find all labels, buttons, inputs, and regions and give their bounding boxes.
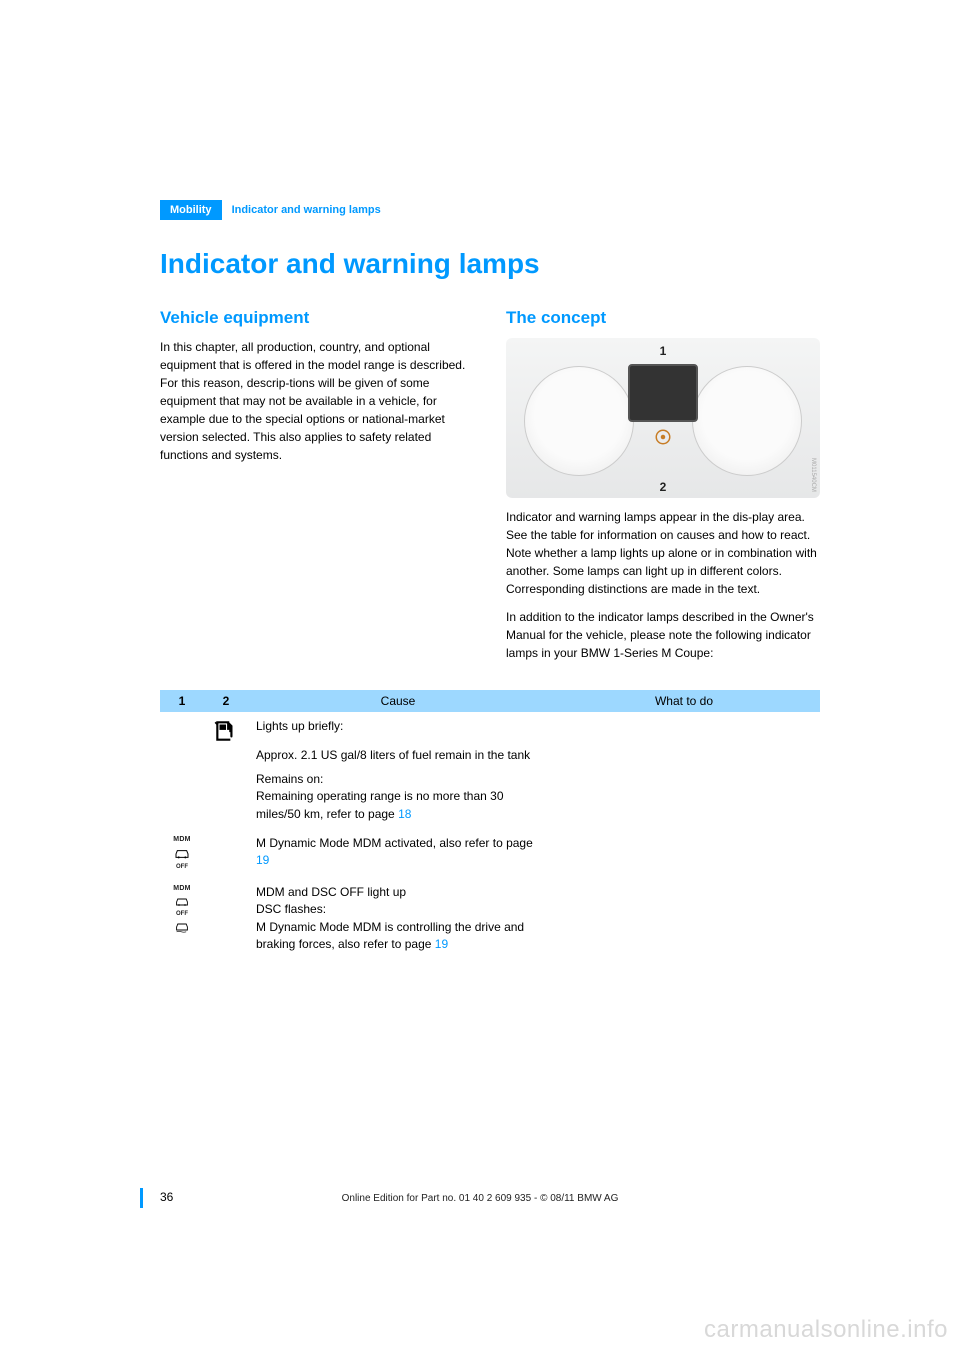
tab-mobility: Mobility xyxy=(160,200,222,220)
mdm-text-icon: MDM xyxy=(173,884,191,894)
cell-cause: MDM and DSC OFF light up DSC flashes: M … xyxy=(248,878,548,960)
footer-text: Online Edition for Part no. 01 40 2 609 … xyxy=(342,1193,619,1204)
cause-text: M Dynamic Mode MDM activated, also refer… xyxy=(256,836,533,850)
mdm-text-icon: MDM xyxy=(173,835,191,845)
car-off-icon xyxy=(174,896,190,908)
off-label: OFF xyxy=(176,910,188,919)
th-1: 1 xyxy=(160,690,204,712)
paragraph-vehicle-equipment: In this chapter, all production, country… xyxy=(160,338,474,464)
mdm-dsc-icon-stack: MDM OFF xyxy=(168,884,196,933)
table-header-row: 1 2 Cause What to do xyxy=(160,690,820,712)
cause-line: DSC flashes: xyxy=(256,901,540,918)
left-column: Vehicle equipment In this chapter, all p… xyxy=(160,308,474,672)
indicator-lamp-table: 1 2 Cause What to do xyxy=(160,690,820,959)
tab-section: Indicator and warning lamps xyxy=(222,200,391,220)
page-margin-marker xyxy=(140,1188,143,1208)
cell-what-to-do xyxy=(548,878,820,960)
page-number: 36 xyxy=(160,1190,173,1204)
breadcrumb-tabs: Mobility Indicator and warning lamps xyxy=(160,200,820,220)
page-title: Indicator and warning lamps xyxy=(160,248,820,280)
gauge-left xyxy=(524,366,634,476)
cause-text: Remaining operating range is no more tha… xyxy=(256,789,504,820)
cause-text: M Dynamic Mode MDM is controlling the dr… xyxy=(256,920,524,951)
paragraph-concept-1: Indicator and warning lamps appear in th… xyxy=(506,508,820,598)
center-display xyxy=(628,364,698,422)
page-link[interactable]: 19 xyxy=(256,853,269,867)
car-off-icon xyxy=(174,847,190,861)
car-skid-icon xyxy=(174,921,190,933)
table-row: Lights up briefly: Approx. 2.1 US gal/8 … xyxy=(160,712,820,829)
table-row: MDM OFF M Dynamic Mode MDM activated, al… xyxy=(160,829,820,878)
spacer xyxy=(256,735,540,747)
cell-cause: M Dynamic Mode MDM activated, also refer… xyxy=(248,829,548,878)
right-column: The concept 1 2 M011540CM Indicator and … xyxy=(506,308,820,672)
cause-line: Approx. 2.1 US gal/8 liters of fuel rema… xyxy=(256,747,540,764)
watermark: carmanualsonline.info xyxy=(704,1316,948,1344)
fuel-pump-icon xyxy=(213,718,239,749)
cell-cause: Lights up briefly: Approx. 2.1 US gal/8 … xyxy=(248,712,548,829)
cause-line: MDM and DSC OFF light up xyxy=(256,884,540,901)
cell-icon-2 xyxy=(204,829,248,878)
cell-icon-1 xyxy=(160,712,204,829)
page-link[interactable]: 19 xyxy=(435,937,448,951)
cell-what-to-do xyxy=(548,712,820,829)
image-callout-1: 1 xyxy=(660,344,667,358)
paragraph-concept-2: In addition to the indicator lamps descr… xyxy=(506,608,820,662)
cause-line: M Dynamic Mode MDM is controlling the dr… xyxy=(256,919,540,954)
two-column-layout: Vehicle equipment In this chapter, all p… xyxy=(160,308,820,672)
cell-icon-2 xyxy=(204,712,248,829)
instrument-cluster-image: 1 2 M011540CM xyxy=(506,338,820,498)
cause-line: Remains on: xyxy=(256,771,540,788)
cell-icon-2 xyxy=(204,878,248,960)
th-2: 2 xyxy=(204,690,248,712)
mdm-icon-stack: MDM OFF xyxy=(168,835,196,872)
heading-vehicle-equipment: Vehicle equipment xyxy=(160,308,474,328)
cause-line: Lights up briefly: xyxy=(256,718,540,735)
table-row: MDM OFF MDM and DSC OFF light up DSC fla… xyxy=(160,878,820,960)
gauge-right xyxy=(692,366,802,476)
cell-what-to-do xyxy=(548,829,820,878)
th-what-to-do: What to do xyxy=(548,690,820,712)
engine-lamp-icon xyxy=(654,428,672,451)
cell-icon-1: MDM OFF xyxy=(160,829,204,878)
image-credit: M011540CM xyxy=(810,458,816,492)
heading-the-concept: The concept xyxy=(506,308,820,328)
cell-icon-1: MDM OFF xyxy=(160,878,204,960)
page-link[interactable]: 18 xyxy=(398,807,411,821)
cause-line: Remaining operating range is no more tha… xyxy=(256,788,540,823)
page-content: Mobility Indicator and warning lamps Ind… xyxy=(0,0,960,959)
off-label: OFF xyxy=(176,863,188,872)
th-cause: Cause xyxy=(248,690,548,712)
image-callout-2: 2 xyxy=(660,480,667,494)
